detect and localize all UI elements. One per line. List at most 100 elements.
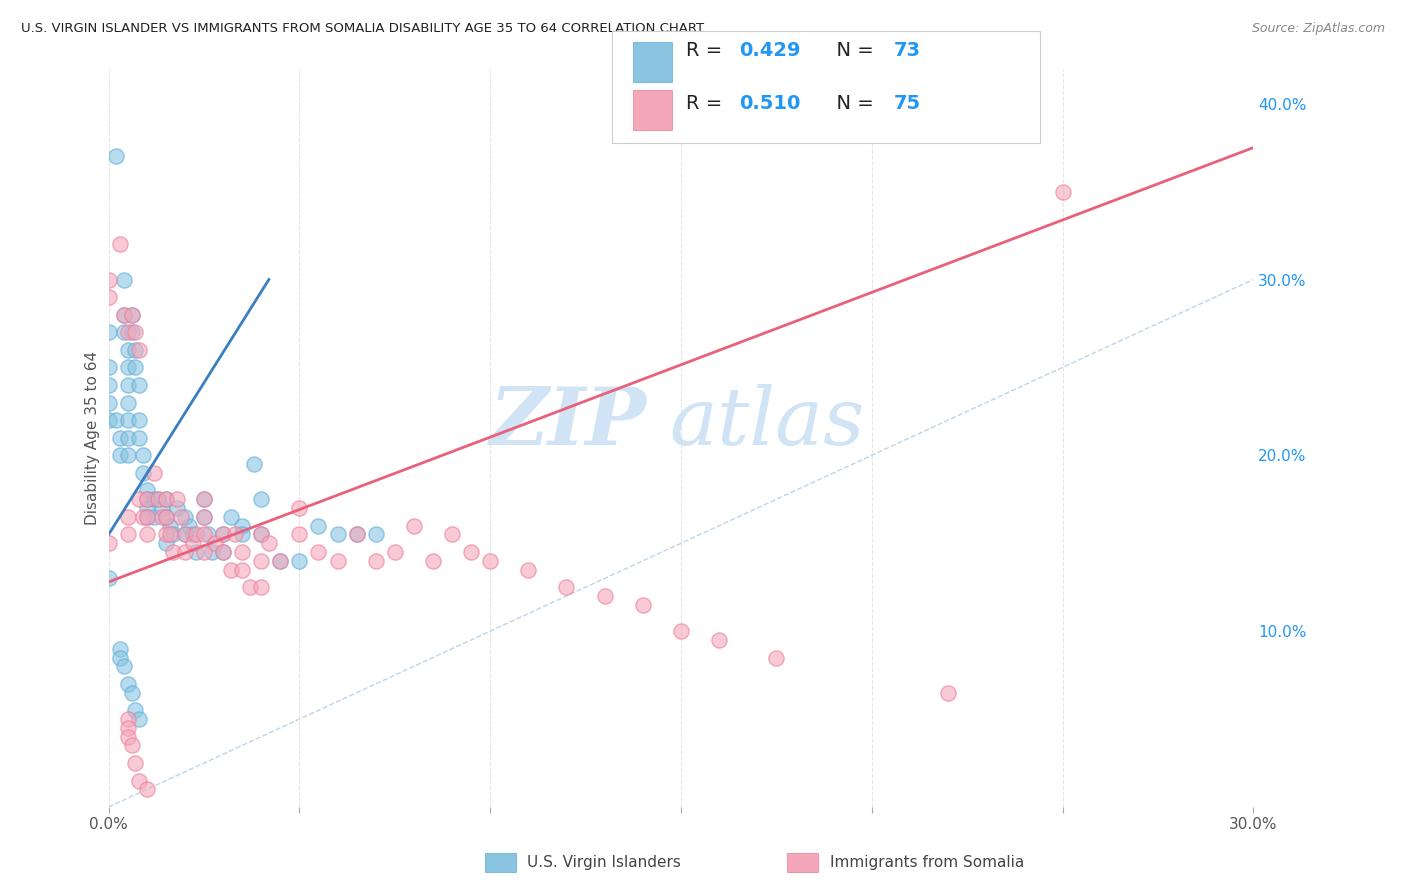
- Point: [143, 466, 166, 480]
- Point: [186, 545, 208, 559]
- Point: [181, 536, 204, 550]
- Point: [204, 536, 226, 550]
- Point: [135, 782, 157, 797]
- Point: [936, 686, 959, 700]
- Point: [364, 527, 387, 541]
- Point: [143, 509, 166, 524]
- Point: [166, 492, 188, 507]
- Point: [148, 492, 170, 507]
- Point: [1052, 185, 1074, 199]
- Point: [117, 360, 139, 375]
- Point: [346, 527, 368, 541]
- Point: [121, 308, 143, 322]
- Point: [593, 589, 616, 603]
- Point: [460, 545, 482, 559]
- Point: [231, 527, 253, 541]
- Point: [143, 492, 166, 507]
- Point: [250, 554, 273, 568]
- Point: [117, 431, 139, 445]
- Point: [150, 501, 173, 516]
- Point: [117, 527, 139, 541]
- Point: [97, 378, 120, 392]
- Point: [231, 545, 253, 559]
- Point: [239, 580, 262, 594]
- Point: [117, 721, 139, 735]
- Point: [212, 545, 235, 559]
- Point: [112, 308, 135, 322]
- Point: [128, 413, 150, 427]
- Point: [108, 448, 131, 462]
- Point: [124, 360, 146, 375]
- Point: [193, 509, 215, 524]
- Text: 73: 73: [894, 40, 921, 60]
- Point: [250, 580, 273, 594]
- Point: [117, 413, 139, 427]
- Point: [162, 545, 184, 559]
- Point: [212, 527, 235, 541]
- Point: [108, 237, 131, 252]
- Point: [402, 518, 425, 533]
- Point: [128, 712, 150, 726]
- Point: [479, 554, 502, 568]
- Point: [148, 492, 170, 507]
- Point: [288, 501, 311, 516]
- Point: [186, 527, 208, 541]
- Point: [212, 527, 235, 541]
- Text: Source: ZipAtlas.com: Source: ZipAtlas.com: [1251, 22, 1385, 36]
- Point: [150, 509, 173, 524]
- Point: [440, 527, 463, 541]
- Point: [669, 624, 692, 639]
- Point: [121, 686, 143, 700]
- Point: [128, 343, 150, 357]
- Point: [135, 492, 157, 507]
- Point: [181, 527, 204, 541]
- Text: 0.510: 0.510: [740, 94, 801, 113]
- Point: [224, 527, 246, 541]
- Point: [117, 509, 139, 524]
- Point: [250, 527, 273, 541]
- Point: [117, 395, 139, 409]
- Point: [155, 509, 177, 524]
- Point: [193, 492, 215, 507]
- Point: [117, 378, 139, 392]
- Point: [128, 431, 150, 445]
- Point: [219, 509, 242, 524]
- Text: 0.429: 0.429: [740, 40, 801, 60]
- Point: [288, 527, 311, 541]
- Point: [308, 518, 330, 533]
- Point: [117, 712, 139, 726]
- Point: [155, 492, 177, 507]
- Point: [250, 527, 273, 541]
- Point: [174, 527, 197, 541]
- Point: [174, 545, 197, 559]
- Point: [517, 563, 540, 577]
- Point: [124, 325, 146, 339]
- Point: [326, 527, 349, 541]
- Point: [201, 545, 224, 559]
- Point: [97, 571, 120, 585]
- Point: [97, 395, 120, 409]
- Point: [193, 527, 215, 541]
- Point: [112, 272, 135, 286]
- Point: [117, 325, 139, 339]
- Point: [117, 343, 139, 357]
- Point: [128, 492, 150, 507]
- Point: [105, 413, 128, 427]
- Text: N =: N =: [824, 40, 880, 60]
- Point: [124, 343, 146, 357]
- Point: [97, 536, 120, 550]
- Point: [108, 650, 131, 665]
- Point: [135, 509, 157, 524]
- Point: [128, 378, 150, 392]
- Point: [177, 518, 200, 533]
- Point: [108, 641, 131, 656]
- Text: R =: R =: [686, 94, 728, 113]
- Point: [105, 149, 128, 163]
- Point: [219, 563, 242, 577]
- Point: [269, 554, 291, 568]
- Point: [231, 563, 253, 577]
- Point: [257, 536, 280, 550]
- Point: [765, 650, 787, 665]
- Point: [170, 509, 193, 524]
- Point: [97, 360, 120, 375]
